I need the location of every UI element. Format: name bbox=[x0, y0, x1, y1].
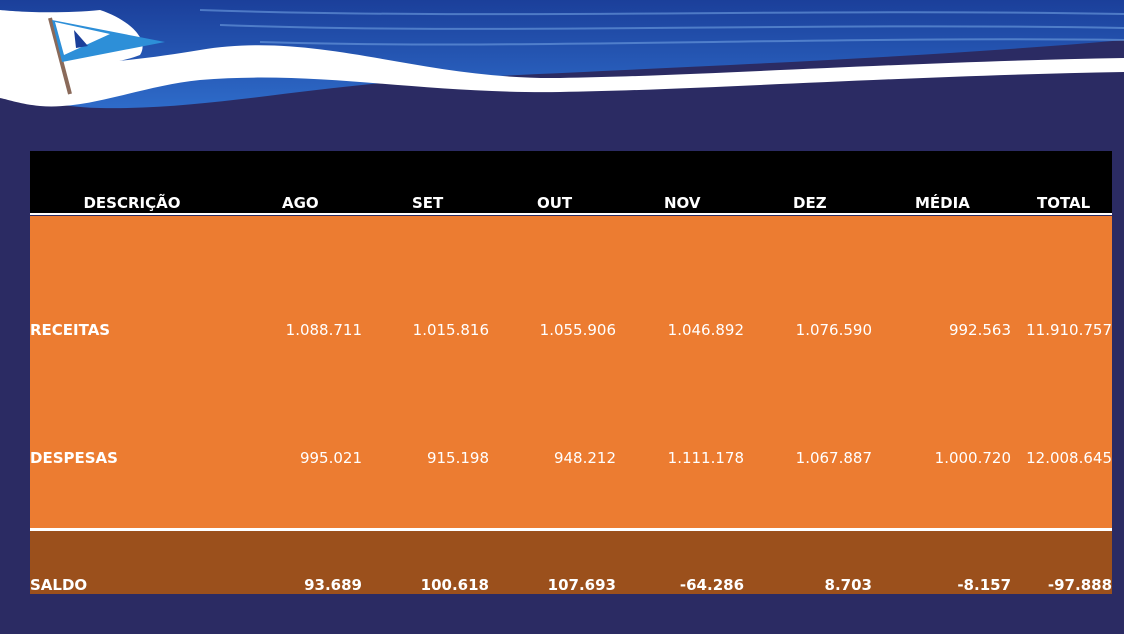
header-cell: DEZ bbox=[793, 194, 827, 212]
value-cell: 8.703 bbox=[825, 576, 872, 594]
header-cell: OUT bbox=[537, 194, 572, 212]
slide: DESCRIÇÃO AGO SET OUT NOV DEZ MÉDIA TOTAL RECEIT… bbox=[0, 0, 1124, 634]
value-cell: 93.689 bbox=[304, 576, 362, 594]
value-cell: 12.008.645 bbox=[1026, 449, 1112, 467]
value-cell: 1.111.178 bbox=[668, 449, 744, 467]
banner bbox=[0, 0, 1124, 120]
value-cell: 948.212 bbox=[554, 449, 616, 467]
separator bbox=[30, 213, 1112, 215]
value-cell: 11.910.757 bbox=[1026, 321, 1112, 339]
value-cell: 1.055.906 bbox=[540, 321, 616, 339]
value-cell: 100.618 bbox=[421, 576, 489, 594]
value-cell: 992.563 bbox=[949, 321, 1011, 339]
value-cell: 1.015.816 bbox=[413, 321, 489, 339]
header-cell: SET bbox=[412, 194, 443, 212]
header-cell: NOV bbox=[664, 194, 701, 212]
header-cell: MÉDIA bbox=[915, 194, 970, 212]
value-cell: 1.076.590 bbox=[796, 321, 872, 339]
value-cell: 1.000.720 bbox=[935, 449, 1011, 467]
header-cell: AGO bbox=[282, 194, 319, 212]
value-cell: 1.067.887 bbox=[796, 449, 872, 467]
value-cell: -97.888 bbox=[1048, 576, 1112, 594]
body-band bbox=[30, 216, 1112, 528]
value-cell: -8.157 bbox=[957, 576, 1011, 594]
header-cell: DESCRIÇÃO bbox=[30, 194, 234, 212]
value-cell: 107.693 bbox=[548, 576, 616, 594]
header-cell: TOTAL bbox=[1037, 194, 1090, 212]
row-label: SALDO bbox=[30, 576, 87, 594]
row-label: RECEITAS bbox=[30, 321, 110, 339]
value-cell: 1.088.711 bbox=[286, 321, 362, 339]
value-cell: 915.198 bbox=[427, 449, 489, 467]
value-cell: -64.286 bbox=[680, 576, 744, 594]
row-label: DESPESAS bbox=[30, 449, 118, 467]
value-cell: 1.046.892 bbox=[668, 321, 744, 339]
value-cell: 995.021 bbox=[300, 449, 362, 467]
